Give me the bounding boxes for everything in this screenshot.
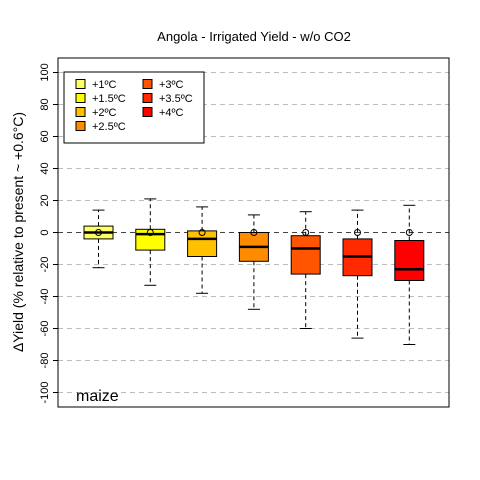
y-tick-label-1: -80 (39, 353, 51, 369)
y-tick-label-0: -100 (39, 381, 51, 403)
legend-label-6: +4ºC (159, 107, 184, 119)
legend: +1ºC +1.5ºC +2ºC +2.5ºC +3ºC +3.5ºC +4ºC (63, 71, 205, 144)
mean-marker-3 (250, 229, 258, 236)
crop-annotation: maize (76, 388, 119, 405)
legend-label-3: +2.5ºC (92, 121, 126, 133)
box-body-6 (394, 240, 425, 281)
box-0 (83, 209, 114, 269)
legend-items: +1ºC +1.5ºC +2ºC +2.5ºC +3ºC +3.5ºC +4ºC (75, 79, 193, 133)
box-body-2 (187, 230, 218, 257)
box-body-1 (135, 228, 166, 251)
y-tick-label-9: 80 (39, 98, 51, 110)
legend-label-5: +3.5ºC (159, 93, 193, 105)
legend-swatch-1 (75, 93, 86, 103)
y-tick-label-8: 60 (39, 130, 51, 142)
legend-label-2: +2ºC (92, 107, 117, 119)
y-tick-label-5: 0 (39, 229, 51, 235)
y-axis-label: ΔYield (% relative to present ~ +0.6°C) (10, 112, 26, 352)
y-axis: -100 -80 -60 -40 -20 0 20 40 60 80 100 (39, 63, 58, 404)
y-tick-label-10: 100 (39, 63, 51, 81)
mean-marker-5 (354, 229, 361, 236)
y-tick-label-6: 20 (39, 194, 51, 206)
legend-swatch-3 (75, 121, 86, 131)
mean-marker-6 (405, 229, 413, 236)
box-2 (187, 206, 218, 294)
boxes-group (83, 198, 425, 345)
box-1 (135, 198, 166, 286)
y-tick-label-7: 40 (39, 162, 51, 174)
box-3 (238, 214, 269, 310)
legend-swatch-4 (142, 79, 153, 89)
box-5 (342, 209, 373, 339)
y-tick-label-3: -40 (39, 289, 51, 305)
box-6 (394, 204, 425, 345)
y-tick-label-4: -20 (39, 257, 51, 273)
legend-label-0: +1ºC (92, 79, 117, 91)
mean-marker-0 (95, 229, 102, 236)
chart-title: Angola - Irrigated Yield - w/o CO2 (157, 29, 351, 44)
box-body-4 (290, 235, 321, 275)
legend-label-4: +3ºC (159, 79, 184, 91)
box-4 (290, 211, 321, 329)
legend-swatch-5 (142, 93, 153, 103)
legend-swatch-0 (75, 79, 86, 89)
legend-swatch-6 (142, 107, 153, 117)
legend-frame (63, 71, 205, 144)
mean-marker-1 (146, 229, 154, 236)
legend-label-1: +1.5ºC (92, 93, 126, 105)
legend-swatch-2 (75, 107, 86, 117)
y-tick-label-2: -60 (39, 321, 51, 337)
mean-marker-4 (302, 229, 310, 236)
mean-marker-2 (198, 229, 206, 236)
